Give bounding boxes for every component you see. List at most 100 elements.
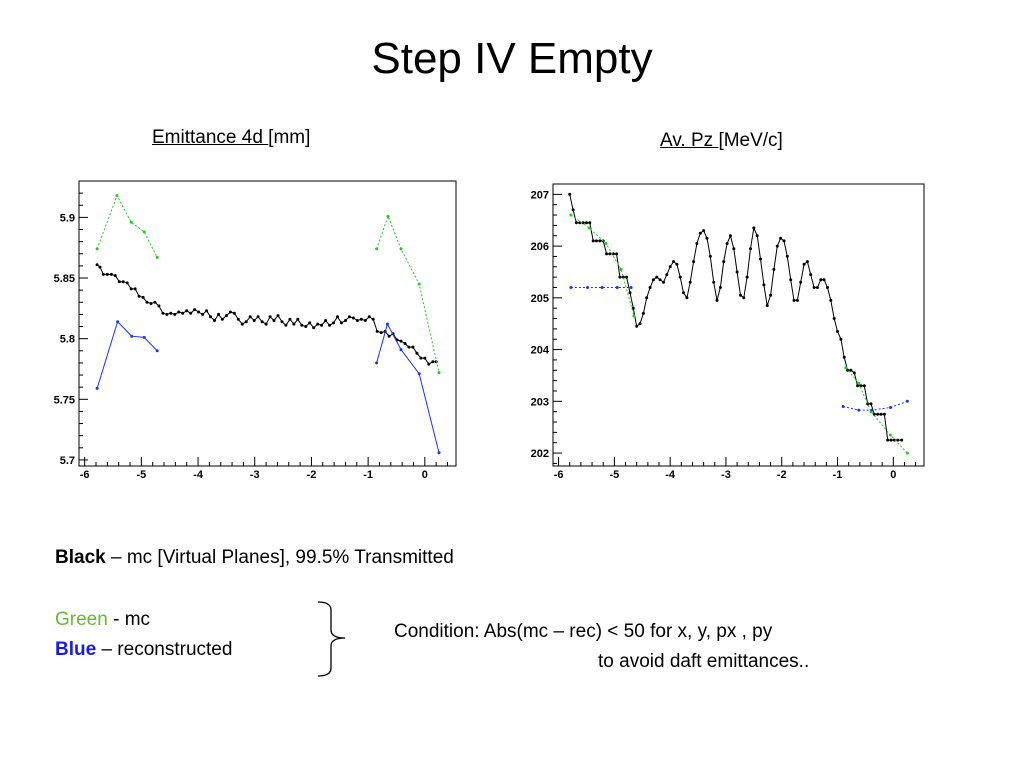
pz-green-point: [632, 314, 636, 318]
emittance-black-point: [125, 281, 129, 285]
pz-black-point: [739, 293, 742, 297]
pz-black-point: [658, 278, 662, 282]
emittance-black-point: [193, 308, 197, 312]
pz-black-point: [759, 257, 762, 261]
pz-green-point: [604, 242, 608, 245]
emittance-black-point: [224, 314, 228, 318]
emittance-y-tick-label: 5.9: [60, 212, 75, 224]
pz-black-point: [762, 283, 766, 287]
legend-green-text: - mc: [107, 609, 151, 630]
pz-black-point: [809, 273, 813, 277]
pz-black-point: [769, 293, 773, 297]
curly-brace: [317, 601, 346, 677]
emittance-black-point: [236, 317, 240, 321]
emittance-black-point: [427, 362, 431, 366]
pz-black-point: [712, 280, 716, 284]
emittance-x-tick-label: -3: [250, 469, 260, 481]
pz-x-tick-label: -6: [554, 469, 564, 481]
emittance-black-point: [423, 356, 427, 360]
pz-black-point: [832, 317, 836, 320]
emittance-green-point: [375, 247, 379, 251]
pz-black-point: [568, 192, 572, 196]
pz-blue-line: [842, 400, 908, 411]
emittance-black-point: [157, 304, 161, 308]
pz-black-point: [718, 286, 722, 289]
emittance-black-point: [205, 309, 209, 313]
emittance-blue-point: [385, 322, 389, 326]
emittance-black-point: [296, 317, 300, 321]
right-chart-title: Av. Pz [MeV/c]: [660, 130, 783, 152]
emittance-green-point: [437, 371, 441, 375]
pz-black-point: [655, 275, 659, 279]
pz-black-point: [765, 304, 769, 308]
emittance-black-point: [181, 311, 185, 315]
pz-x-tick-label: -2: [777, 469, 787, 481]
slide-title: Step IV Empty: [371, 34, 653, 83]
pz-black-point: [611, 252, 615, 256]
pz-black-point: [896, 438, 900, 442]
emittance-green-point: [399, 247, 403, 251]
emittance-black-point: [308, 321, 312, 325]
pz-x-tick-label: -3: [721, 469, 731, 481]
emittance-black-point: [177, 310, 181, 314]
emittance-blue-point: [142, 335, 146, 339]
pz-black-point: [872, 412, 876, 416]
pz-y-tick-label: 204: [531, 345, 550, 357]
pz-blue-point: [586, 286, 590, 289]
emittance-black-point: [336, 315, 339, 319]
emittance-black-point: [185, 309, 189, 313]
pz-black-point: [608, 252, 612, 256]
pz-black-point: [591, 239, 595, 243]
emittance-black-point: [95, 263, 99, 267]
emittance-blue-point: [417, 372, 421, 376]
emittance-black-point: [340, 321, 343, 325]
right-chart-title-unit: [MeV/c]: [718, 130, 783, 151]
emittance-black-point: [113, 274, 117, 278]
emittance-black-point: [359, 317, 363, 321]
pz-x-tick-label: -4: [665, 469, 676, 481]
pz-black-point: [715, 298, 719, 302]
pz-black-point: [879, 412, 883, 416]
emittance-blue-point: [130, 334, 134, 338]
pz-black-point: [692, 260, 696, 264]
pz-black-point: [789, 278, 793, 282]
emittance-black-point: [284, 323, 288, 327]
pz-y-tick-label: 203: [531, 396, 549, 408]
emittance-black-point: [133, 287, 137, 291]
left-chart-title-unit: [mm]: [268, 127, 311, 148]
emittance-black-point: [260, 320, 264, 324]
emittance-black-point: [351, 316, 355, 320]
emittance-green-point: [142, 230, 146, 234]
pz-blue-point: [841, 405, 845, 408]
pz-black-point: [605, 252, 609, 256]
emittance-black-point: [161, 311, 165, 315]
pz-black-point: [856, 384, 860, 388]
pz-black-point: [665, 273, 669, 277]
emittance-black-point: [149, 302, 153, 305]
pz-y-tick-label: 202: [531, 448, 549, 460]
pz-black-point: [755, 234, 759, 238]
pz-blue-point: [857, 408, 861, 412]
emittance-black-point: [367, 315, 371, 319]
pz-black-point: [900, 438, 904, 442]
left-chart-title: Emittance 4d [mm]: [152, 127, 310, 149]
emittance-black-point: [101, 272, 105, 276]
pz-black-point: [842, 355, 846, 359]
pz-black-point: [598, 239, 602, 243]
emittance-black-point: [344, 319, 347, 322]
emittance-x-tick-label: -6: [80, 469, 90, 481]
pz-black-point: [785, 254, 789, 258]
pz-black-point: [625, 275, 629, 279]
pz-blue-point: [600, 286, 604, 289]
emittance-black-point: [137, 294, 141, 298]
emittance-black-point: [153, 300, 157, 304]
emittance-black-point: [324, 319, 328, 322]
emittance-green-point: [95, 247, 99, 251]
pz-black-point: [641, 311, 645, 315]
pz-black-point: [675, 262, 679, 266]
pz-black-point: [849, 368, 853, 372]
emittance-blue-point: [437, 451, 441, 455]
pz-black-point: [859, 384, 863, 388]
pz-x-tick-label: 0: [890, 469, 896, 481]
